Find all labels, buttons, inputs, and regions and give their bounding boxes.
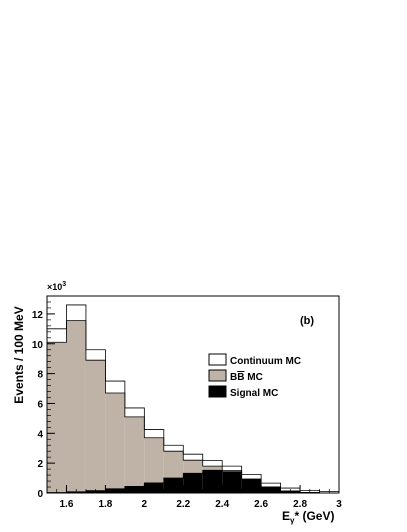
panel-label: (b): [300, 315, 314, 327]
bar-continuum-mc-6: [164, 445, 183, 451]
bar-continuum-mc-4: [125, 408, 144, 417]
legend-label-bb: BB MC: [230, 372, 263, 383]
x-tick-label-0: 1.6: [60, 499, 74, 510]
y-axis-label: Events / 100 MeV: [12, 306, 26, 403]
x-axis-label: Eγ* (GeV): [282, 509, 334, 525]
y-tick-label-2: 4: [37, 429, 43, 440]
legend-swatch-signal: [209, 386, 226, 397]
x-tick-label-2: 2: [142, 499, 148, 510]
bar-continuum-mc-9: [222, 466, 241, 470]
bar-bb-mc-6: [164, 451, 183, 478]
x-axis-label-main: E: [282, 509, 290, 523]
bar-continuum-mc-5: [144, 430, 163, 438]
y-axis-multiplier-exp: 3: [62, 281, 66, 288]
y-axis-multiplier: ×103: [47, 281, 66, 292]
bar-bb-mc-1: [66, 321, 85, 492]
bar-continuum-mc-10: [242, 474, 261, 478]
bar-bb-mc-0: [47, 342, 66, 492]
x-tick-label-7: 3: [336, 499, 342, 510]
bar-continuum-mc-7: [183, 454, 202, 460]
x-tick-label-1: 1.8: [98, 499, 112, 510]
legend-swatch-bb: [209, 370, 226, 381]
x-tick-label-3: 2.2: [176, 499, 190, 510]
bar-bb-mc-5: [144, 438, 163, 483]
bar-continuum-mc-0: [47, 329, 66, 342]
bar-continuum-mc-1: [66, 305, 85, 321]
x-axis-label-suffix: * (GeV): [294, 509, 334, 523]
legend-label-signal: Signal MC: [230, 388, 278, 399]
bar-bb-mc-4: [125, 417, 144, 487]
bar-bb-mc-3: [105, 393, 124, 489]
bar-continuum-mc-8: [203, 460, 222, 466]
y-tick-label-3: 6: [37, 399, 43, 410]
bar-bb-mc-8: [203, 466, 222, 470]
bar-continuum-mc-3: [105, 381, 124, 393]
bar-continuum-mc-2: [86, 350, 105, 360]
x-tick-label-4: 2.4: [215, 499, 229, 510]
legend-swatch-continuum: [209, 354, 226, 365]
bar-continuum-mc-11: [261, 483, 280, 487]
bar-bb-mc-7: [183, 460, 202, 473]
y-tick-label-1: 2: [37, 459, 43, 470]
bars-layer: [47, 305, 339, 493]
legend-label-bb-suffix: MC: [247, 372, 263, 383]
bar-bb-mc-2: [86, 360, 105, 490]
y-tick-label-0: 0: [37, 489, 43, 500]
legend: Continuum MC BB MC Signal MC: [209, 354, 301, 399]
legend-label-continuum: Continuum MC: [230, 356, 301, 367]
y-tick-label-6: 12: [32, 310, 44, 321]
legend-label-bb-overline: B: [237, 372, 244, 383]
x-tick-label-5: 2.6: [254, 499, 268, 510]
y-tick-label-4: 8: [37, 370, 43, 381]
y-axis-multiplier-base: ×10: [47, 282, 62, 292]
y-tick-label-5: 10: [32, 340, 44, 351]
